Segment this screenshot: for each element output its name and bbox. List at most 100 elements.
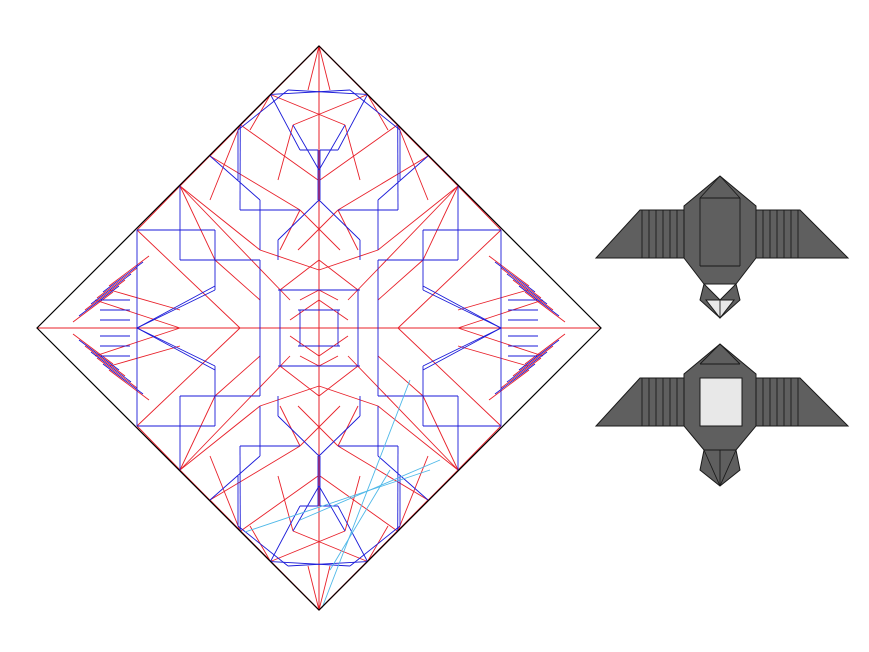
mountain-fold-47: [292, 530, 368, 562]
valley-fold-42: [270, 505, 301, 562]
pleat-fold-1: [72, 333, 114, 365]
valley-fold-9: [422, 289, 502, 329]
pleat-fold-11: [512, 345, 554, 377]
pleat-fold-3: [524, 333, 566, 365]
mountain-fold-34: [136, 425, 181, 471]
pleat-fold-4: [78, 285, 120, 317]
valley-fold-76: [318, 199, 361, 241]
valley-fold-87: [292, 485, 320, 532]
mountain-fold-81: [318, 259, 359, 291]
folded-model-front: [594, 175, 850, 319]
pleat-fold-14: [506, 273, 548, 305]
mountain-fold-111: [277, 475, 294, 532]
mountain-fold-38: [209, 445, 301, 501]
pleat-fold-27: [488, 369, 530, 401]
crease-pattern: [36, 45, 602, 611]
wing-feather-lines-front: [641, 210, 799, 258]
mountain-fold-117: [337, 209, 359, 251]
mountain-fold-51: [397, 327, 502, 427]
valley-fold-94: [349, 525, 401, 567]
mountain-fold-29: [377, 185, 459, 251]
mountain-fold-57: [318, 249, 379, 271]
mountain-fold-101: [307, 45, 320, 91]
pleat-fold-25: [108, 369, 150, 401]
mountain-fold-65: [297, 209, 339, 251]
mountain-fold-75: [457, 345, 529, 367]
mountain-fold-109: [277, 124, 294, 181]
valley-fold-91: [287, 561, 368, 567]
valley-fold-79: [277, 415, 320, 457]
pleat-fold-16: [96, 267, 138, 299]
mountain-fold-54: [179, 355, 291, 471]
mountain-fold-77: [457, 299, 544, 329]
mountain-fold-43: [319, 475, 398, 532]
pleat-fold-26: [488, 255, 530, 287]
mountain-fold-50: [136, 327, 241, 427]
left-wing: [594, 377, 685, 427]
pleat-fold-18: [500, 267, 542, 299]
mountain-fold-32: [136, 185, 181, 231]
valley-fold-10: [136, 327, 216, 367]
valley-fold-85: [292, 124, 320, 171]
mountain-fold-72: [109, 289, 181, 311]
valley-fold-11: [422, 327, 502, 367]
valley-folds: [78, 89, 560, 567]
valley-fold-77: [277, 199, 320, 241]
mountain-fold-55: [347, 355, 459, 471]
mountain-fold-52: [179, 185, 291, 301]
mountain-fold-73: [457, 289, 529, 311]
valley-fold-8: [136, 289, 216, 329]
mountain-fold-44: [270, 94, 346, 126]
mountain-fold-118: [279, 405, 301, 447]
auxiliary-line-3: [329, 469, 391, 571]
mountain-fold-58: [259, 385, 320, 407]
mountain-fold-82: [279, 365, 320, 397]
mountain-fold-39: [337, 445, 429, 501]
mountain-fold-26: [179, 395, 216, 471]
mountain-fold-100: [318, 45, 331, 91]
mountain-fold-28: [179, 185, 261, 251]
mountain-fold-114: [209, 455, 241, 532]
auxiliary-line-1: [321, 379, 411, 609]
pleat-fold-6: [518, 285, 560, 317]
body-detail-lines-front: [699, 175, 741, 318]
mountain-fold-115: [397, 455, 429, 532]
mountain-fold-67: [297, 405, 339, 447]
mountain-fold-30: [179, 405, 261, 471]
mountain-fold-27: [422, 395, 459, 471]
valley-fold-55: [377, 455, 429, 501]
valley-fold-92: [349, 89, 401, 131]
mountain-fold-53: [347, 185, 459, 301]
mountain-fold-83: [318, 365, 359, 397]
mountain-fold-61: [377, 259, 424, 301]
paper-border: [36, 45, 602, 611]
mountain-fold-66: [299, 405, 341, 447]
pleat-fold-7: [518, 339, 560, 371]
pleat-fold-19: [500, 357, 542, 389]
valley-fold-17: [422, 327, 502, 371]
mountain-fold-110: [344, 475, 361, 532]
pleat-fold-8: [84, 279, 126, 311]
mountain-fold-119: [337, 405, 359, 447]
auxiliary-line-2: [299, 459, 441, 521]
pleat-fold-2: [524, 291, 566, 323]
mountain-fold-76: [94, 299, 181, 329]
mountain-fold-87: [318, 355, 339, 367]
valley-fold-93: [237, 89, 289, 131]
auxiliary-line-0: [244, 469, 431, 533]
mountain-fold-112: [209, 124, 241, 201]
mountain-fold-33: [457, 185, 502, 231]
mountain-fold-46: [270, 530, 346, 562]
mountain-folds: [37, 45, 601, 611]
valley-fold-43: [337, 505, 368, 562]
mountain-fold-108: [344, 124, 361, 181]
mountain-fold-31: [377, 405, 459, 471]
mountain-fold-116: [279, 209, 301, 251]
valley-fold-95: [237, 525, 289, 567]
mountain-fold-25: [422, 185, 459, 261]
valley-fold-19: [422, 285, 502, 329]
valley-fold-89: [287, 89, 368, 95]
valley-fold-78: [318, 415, 361, 457]
mountain-fold-60: [214, 259, 261, 301]
